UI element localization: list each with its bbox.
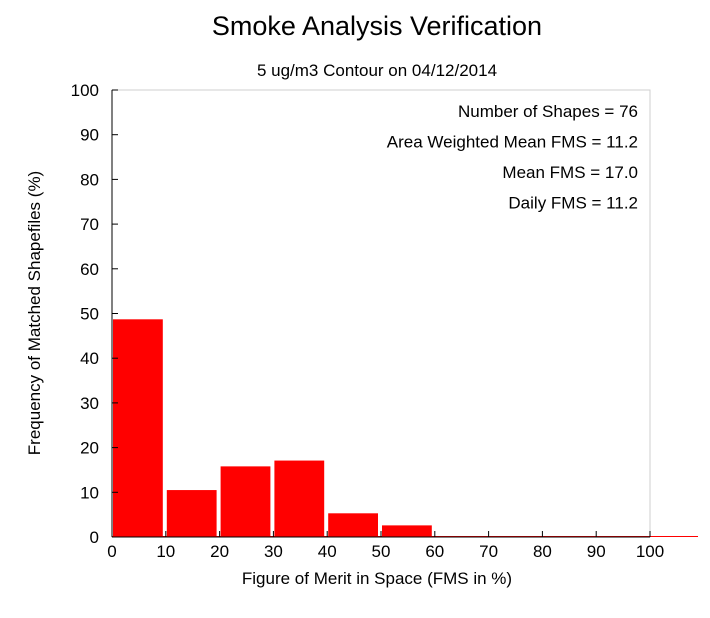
bars-group — [112, 319, 698, 537]
x-tick-label: 10 — [156, 542, 175, 561]
y-axis-label: Frequency of Matched Shapefiles (%) — [25, 171, 44, 455]
y-tick-label: 0 — [90, 528, 99, 547]
chart-title: Smoke Analysis Verification — [212, 11, 542, 41]
y-tick-label: 40 — [80, 349, 99, 368]
histogram-bar — [274, 460, 325, 537]
y-tick-label: 80 — [80, 170, 99, 189]
histogram-bar — [113, 319, 163, 537]
x-ticks-group: 0 10 20 30 40 50 60 70 80 90 100 — [107, 531, 664, 561]
y-tick-label: 20 — [80, 439, 99, 458]
x-tick-label: 40 — [318, 542, 337, 561]
y-ticks-group: 0 10 20 30 40 50 60 70 80 90 100 — [71, 81, 118, 547]
x-tick-label: 50 — [372, 542, 391, 561]
x-tick-label: 80 — [533, 542, 552, 561]
stat-annotation: Number of Shapes = 76 — [458, 102, 638, 121]
x-tick-label: 20 — [210, 542, 229, 561]
stat-annotation: Daily FMS = 11.2 — [508, 194, 638, 213]
histogram-bar — [220, 466, 271, 537]
stat-annotation: Area Weighted Mean FMS = 11.2 — [387, 133, 638, 152]
plot-frame — [111, 89, 651, 538]
y-tick-label: 90 — [80, 126, 99, 145]
histogram-bar — [166, 490, 217, 537]
x-tick-label: 100 — [636, 542, 664, 561]
histogram-bar — [382, 525, 432, 537]
stat-annotation: Mean FMS = 17.0 — [502, 163, 638, 182]
histogram-bar — [328, 513, 378, 537]
y-tick-label: 100 — [71, 81, 99, 100]
x-tick-label: 0 — [107, 542, 116, 561]
stats-annotations: Number of Shapes = 76 Area Weighted Mean … — [387, 102, 638, 213]
chart-subtitle: 5 ug/m3 Contour on 04/12/2014 — [257, 61, 497, 80]
x-tick-label: 30 — [264, 542, 283, 561]
x-tick-label: 70 — [479, 542, 498, 561]
y-tick-label: 60 — [80, 260, 99, 279]
y-tick-label: 10 — [80, 483, 99, 502]
y-tick-label: 50 — [80, 305, 99, 324]
x-tick-label: 60 — [425, 542, 444, 561]
x-tick-label: 90 — [587, 542, 606, 561]
x-axis-label: Figure of Merit in Space (FMS in %) — [242, 569, 512, 588]
y-tick-label: 70 — [80, 215, 99, 234]
y-tick-label: 30 — [80, 394, 99, 413]
